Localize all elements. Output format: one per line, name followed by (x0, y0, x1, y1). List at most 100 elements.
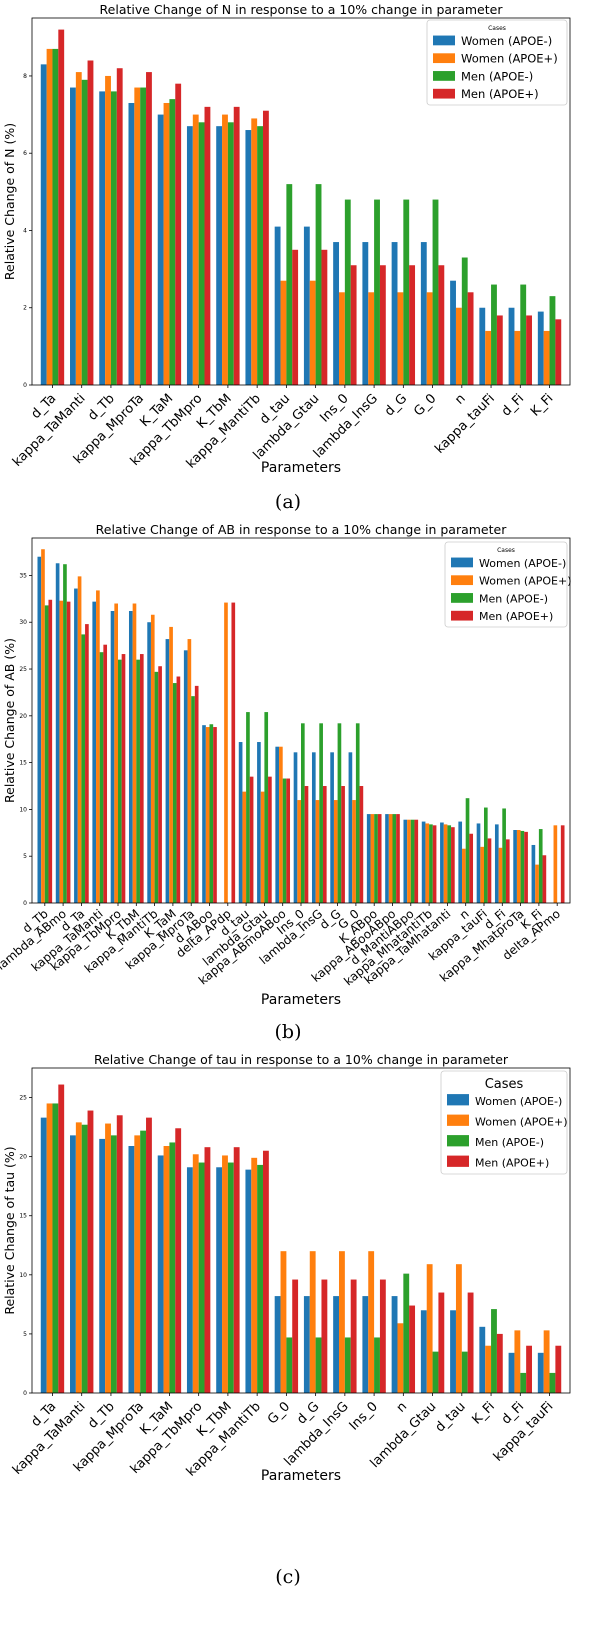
bar-lambda_InsG-womenapoe+ (368, 292, 375, 385)
bar-lambda_InsG-womenapoe- (311, 752, 316, 903)
legend-entry: Women (APOE+) (479, 575, 571, 588)
legend-swatch (447, 1135, 469, 1147)
bar-kappa_MhatantiTb-menapoe- (429, 824, 433, 903)
bar-d_G-womenapoe- (303, 1296, 310, 1393)
bar-kappa_tauFi-womenapoe- (476, 823, 481, 903)
bar-G_0-womenapoe- (348, 752, 353, 903)
bar-K_TbM-menapoe+ (139, 654, 144, 903)
bar-lambda_InsG-menapoe+ (322, 786, 327, 903)
bar-kappa_tauFi-womenapoe+ (480, 846, 484, 903)
bar-d_Ta-womenapoe+ (77, 576, 82, 903)
y-tick-label: 5 (23, 853, 27, 860)
bar-d_G-womenapoe+ (333, 800, 338, 903)
bar-lambda_InsG-womenapoe- (333, 1296, 340, 1393)
y-axis-label: Relative Change of AB (%) (2, 638, 17, 803)
bar-n-womenapoe+ (462, 848, 466, 903)
bar-Ins_0-womenapoe+ (297, 800, 301, 903)
bar-d_Tb-womenapoe- (37, 556, 42, 903)
bar-d_Fi-womenapoe- (508, 1352, 515, 1393)
bar-n-womenapoe- (458, 821, 463, 903)
legend-box (440, 1070, 568, 1175)
bar-d_Tb-menapoe- (44, 605, 49, 903)
bar-kappa_ABmoABoo-menapoe- (282, 778, 287, 903)
bar-K_TbM-menapoe- (136, 659, 140, 903)
bar-Ins_0-menapoe- (301, 723, 305, 903)
bar-d_ABoo-womenapoe+ (205, 727, 210, 903)
bar-K_Fi-womenapoe+ (535, 864, 539, 903)
bar-Ins_0-menapoe- (374, 1337, 380, 1393)
bar-d_MantiABpo-menapoe+ (414, 819, 419, 903)
bar-K_ABpo-menapoe- (374, 814, 378, 903)
bar-d_G-womenapoe- (391, 242, 398, 385)
bar-kappa_TaManti-menapoe- (99, 652, 104, 903)
bar-kappa_TaManti-menapoe+ (87, 60, 94, 385)
bar-d_G-menapoe- (403, 199, 410, 385)
legend-entry: Men (APOE+) (479, 610, 553, 623)
bar-kappa_TaManti-menapoe- (81, 79, 88, 386)
legend-swatch (433, 35, 455, 46)
bar-K_Fi-womenapoe- (479, 1326, 486, 1393)
y-tick-label: 2 (23, 305, 27, 312)
bar-n-womenapoe+ (455, 307, 462, 385)
bar-G_0-womenapoe+ (280, 1251, 287, 1393)
bar-d_Tb-womenapoe+ (105, 1123, 111, 1393)
bar-kappa_MproTa-womenapoe- (183, 650, 188, 903)
bar-kappa_TaMhatanti-menapoe- (447, 825, 452, 903)
bar-kappa_ABmoABoo-womenapoe+ (279, 746, 283, 903)
bar-delta_APmo-menapoe+ (560, 825, 565, 903)
bar-K_TaM-menapoe- (172, 683, 177, 903)
plot-frame (31, 1067, 571, 1394)
bar-K_Fi-menapoe+ (496, 1333, 503, 1393)
bar-kappa_TbMpro-menapoe+ (121, 654, 126, 903)
bar-kappa_MhatproTa-womenapoe+ (516, 830, 521, 903)
bar-d_tau-menapoe- (286, 184, 293, 385)
bar-kappa_TbMpro-womenapoe+ (192, 1154, 199, 1393)
bar-K_TbM-womenapoe+ (222, 114, 228, 385)
bar-kappa_MantiTb-menapoe- (257, 126, 263, 385)
bar-kappa_TaManti-womenapoe+ (75, 1122, 82, 1393)
bar-delta_APdp-womenapoe+ (224, 602, 228, 903)
bar-K_TaM-menapoe+ (175, 83, 182, 386)
bar-K_TaM-womenapoe- (165, 639, 170, 903)
y-tick-label: 20 (19, 713, 27, 720)
bar-K_TaM-menapoe- (169, 1142, 176, 1393)
x-axis-label: Parameters (261, 460, 341, 476)
bar-lambda_Gtau-womenapoe+ (426, 1264, 433, 1393)
bar-kappa_tauFi-menapoe+ (496, 315, 503, 385)
bar-n-womenapoe+ (397, 1323, 404, 1393)
bar-kappa_tauFi-womenapoe- (537, 1352, 544, 1393)
bar-K_ABpo-womenapoe+ (370, 814, 375, 903)
bar-Ins_0-womenapoe- (362, 1296, 369, 1393)
bar-d_Fi-womenapoe+ (514, 330, 521, 385)
bar-kappa_TaMhatanti-menapoe+ (451, 827, 455, 903)
y-tick-label: 30 (19, 619, 27, 626)
bar-d_ABoo-womenapoe- (202, 725, 206, 903)
bar-d_Ta-menapoe- (81, 634, 86, 903)
bar-kappa_MhatproTa-womenapoe- (513, 830, 517, 903)
x-tick-label: K_Fi (469, 1399, 497, 1427)
bar-K_TaM-menapoe+ (176, 676, 181, 903)
bar-n-menapoe- (465, 798, 470, 903)
bar-d_G-menapoe+ (321, 1279, 328, 1393)
bar-G_0-womenapoe- (274, 1296, 281, 1393)
bar-d_tau-menapoe- (461, 1351, 468, 1393)
bar-kappa_tauFi-menapoe- (549, 1372, 556, 1393)
bar-d_Ta-menapoe+ (58, 29, 65, 385)
legend-swatch (447, 1114, 469, 1126)
legend: Cases Women (APOE-) Women (APOE+) Men (APOE… (444, 541, 571, 628)
bar-d_tau-womenapoe- (450, 1310, 456, 1393)
bar-kappa_MantiTb-menapoe- (154, 671, 159, 903)
bar-K_Fi-womenapoe+ (485, 1345, 492, 1393)
y-tick-label: 10 (19, 806, 27, 813)
bar-G_0-womenapoe- (420, 242, 427, 385)
bar-kappa_MantiTb-menapoe+ (262, 110, 269, 385)
bar-kappa_MproTa-womenapoe+ (134, 87, 141, 386)
bar-K_TbM-womenapoe+ (222, 1155, 228, 1393)
bar-d_tau-womenapoe+ (280, 280, 287, 385)
bar-kappa_TaMhatanti-womenapoe- (440, 822, 444, 903)
y-axis-label: Relative Change of N (%) (2, 123, 17, 280)
chart-title: Relative Change of N in response to a 10… (100, 2, 504, 17)
bar-kappa_MantiTb-womenapoe+ (251, 1157, 258, 1393)
bar-lambda_Gtau-menapoe+ (438, 1292, 445, 1393)
subfigure-caption: (b) (275, 1021, 302, 1043)
